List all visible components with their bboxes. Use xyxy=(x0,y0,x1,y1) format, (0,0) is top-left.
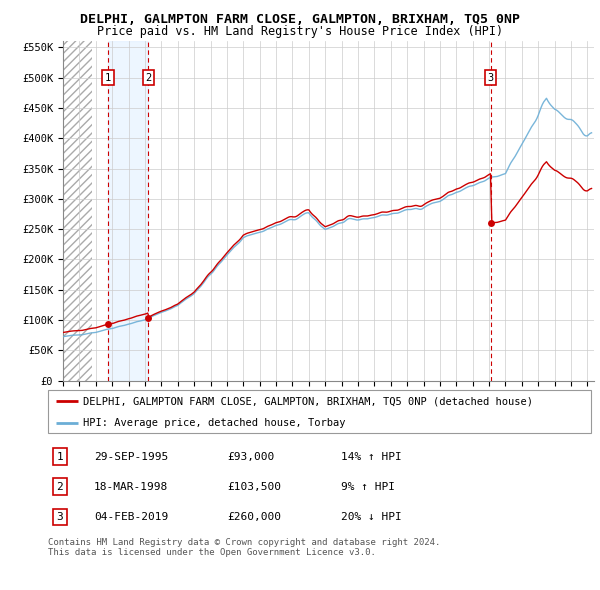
Text: 1: 1 xyxy=(56,451,64,461)
Text: 2: 2 xyxy=(145,73,151,83)
Text: £103,500: £103,500 xyxy=(227,482,281,491)
Text: HPI: Average price, detached house, Torbay: HPI: Average price, detached house, Torb… xyxy=(83,418,346,428)
Text: 9% ↑ HPI: 9% ↑ HPI xyxy=(341,482,395,491)
Text: DELPHI, GALMPTON FARM CLOSE, GALMPTON, BRIXHAM, TQ5 0NP: DELPHI, GALMPTON FARM CLOSE, GALMPTON, B… xyxy=(80,13,520,26)
Text: £260,000: £260,000 xyxy=(227,512,281,522)
Text: 18-MAR-1998: 18-MAR-1998 xyxy=(94,482,169,491)
Text: 20% ↓ HPI: 20% ↓ HPI xyxy=(341,512,402,522)
Text: 14% ↑ HPI: 14% ↑ HPI xyxy=(341,451,402,461)
Text: Price paid vs. HM Land Registry's House Price Index (HPI): Price paid vs. HM Land Registry's House … xyxy=(97,25,503,38)
Text: 1: 1 xyxy=(105,73,111,83)
Text: 2: 2 xyxy=(56,482,64,491)
Text: 3: 3 xyxy=(56,512,64,522)
Text: DELPHI, GALMPTON FARM CLOSE, GALMPTON, BRIXHAM, TQ5 0NP (detached house): DELPHI, GALMPTON FARM CLOSE, GALMPTON, B… xyxy=(83,396,533,407)
Bar xyxy=(108,41,148,381)
Text: £93,000: £93,000 xyxy=(227,451,274,461)
Text: 04-FEB-2019: 04-FEB-2019 xyxy=(94,512,169,522)
Text: Contains HM Land Registry data © Crown copyright and database right 2024.
This d: Contains HM Land Registry data © Crown c… xyxy=(48,538,440,558)
Text: 29-SEP-1995: 29-SEP-1995 xyxy=(94,451,169,461)
FancyBboxPatch shape xyxy=(48,391,591,433)
Text: 3: 3 xyxy=(487,73,494,83)
